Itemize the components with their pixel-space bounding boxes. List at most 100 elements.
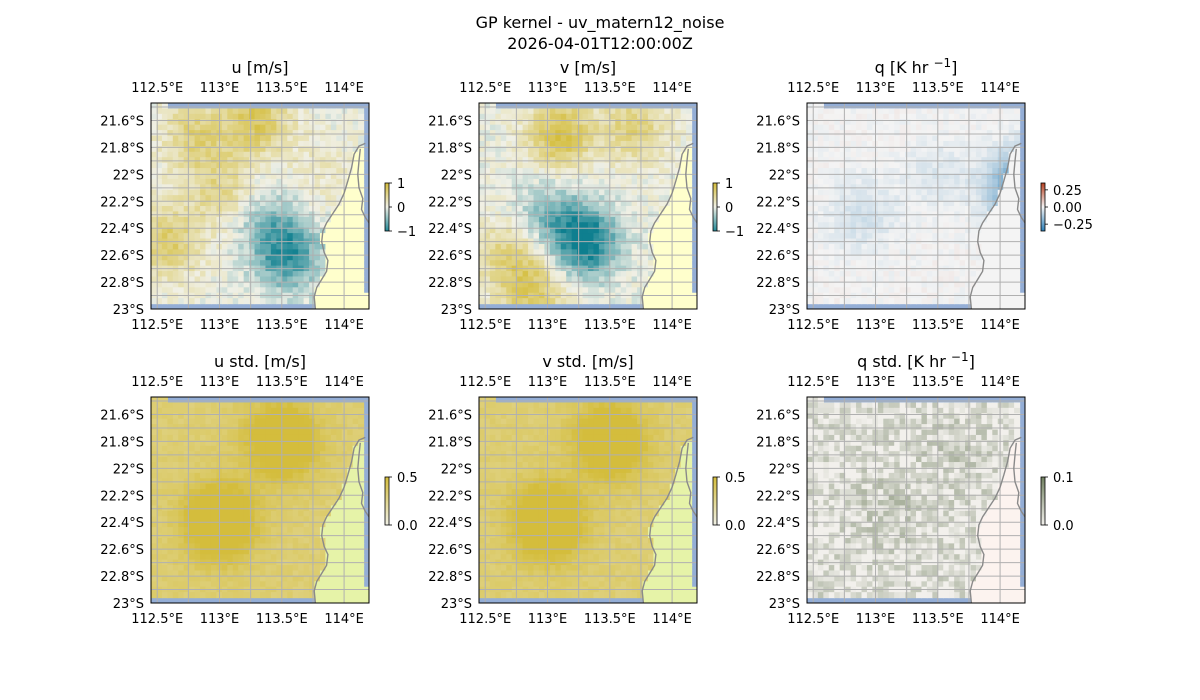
heatmap-cell: [992, 119, 999, 126]
heatmap-cell: [1014, 281, 1021, 288]
heatmap-cell: [270, 287, 277, 294]
heatmap-cell: [555, 287, 562, 294]
heatmap-cell: [620, 119, 627, 126]
heatmap-cell: [839, 195, 846, 202]
heatmap-cell: [637, 140, 644, 147]
heatmap-cell: [161, 397, 168, 404]
heatmap-cell: [489, 119, 496, 126]
heatmap-cell: [270, 271, 277, 278]
heatmap-cell: [479, 108, 486, 115]
heatmap-cell: [970, 260, 977, 267]
heatmap-cell: [194, 418, 201, 425]
heatmap-cell: [292, 467, 299, 474]
heatmap-cell: [194, 135, 201, 142]
heatmap-cell: [238, 462, 245, 469]
heatmap-cell: [270, 157, 277, 164]
heatmap-cell: [309, 254, 316, 261]
heatmap-cell: [151, 135, 158, 142]
heatmap-cell: [511, 227, 518, 234]
heatmap-cell: [555, 206, 562, 213]
heatmap-cell: [560, 108, 567, 115]
heatmap-cell: [298, 467, 305, 474]
heatmap-cell: [986, 178, 993, 185]
heatmap-cell: [609, 135, 616, 142]
heatmap-cell: [675, 130, 682, 137]
heatmap-cell: [341, 146, 348, 153]
heatmap-cell: [555, 243, 562, 250]
heatmap-cell: [161, 434, 168, 441]
heatmap-cell: [292, 462, 299, 469]
heatmap-cell: [888, 298, 895, 305]
heatmap-cell: [276, 157, 283, 164]
heatmap-cell: [834, 178, 841, 185]
heatmap-cell: [828, 119, 835, 126]
heatmap-cell: [506, 243, 513, 250]
heatmap-cell: [615, 287, 622, 294]
heatmap-cell: [227, 276, 234, 283]
heatmap-cell: [588, 195, 595, 202]
heatmap-cell: [653, 157, 660, 164]
heatmap-cell: [588, 276, 595, 283]
heatmap-cell: [194, 124, 201, 131]
heatmap-cell: [653, 281, 660, 288]
heatmap-cell: [243, 216, 250, 223]
heatmap-cell: [265, 467, 272, 474]
heatmap-cell: [167, 276, 174, 283]
heatmap-cell: [517, 271, 524, 278]
heatmap-cell: [319, 424, 326, 431]
heatmap-cell: [167, 195, 174, 202]
heatmap-cell: [647, 260, 654, 267]
heatmap-cell: [309, 462, 316, 469]
heatmap-cell: [347, 162, 354, 169]
heatmap-cell: [1014, 216, 1021, 223]
lon-tick-label-bottom: 113°E: [856, 318, 896, 333]
heatmap-cell: [593, 200, 600, 207]
heatmap-cell: [823, 108, 830, 115]
heatmap-cell: [156, 434, 163, 441]
heatmap-cell: [883, 178, 890, 185]
heatmap-cell: [686, 271, 693, 278]
heatmap-cell: [517, 200, 524, 207]
heatmap-cell: [866, 189, 873, 196]
heatmap-cell: [167, 260, 174, 267]
heatmap-cell: [845, 281, 852, 288]
heatmap-cell: [178, 281, 185, 288]
heatmap-cell: [210, 108, 217, 115]
heatmap-cell: [325, 222, 332, 229]
heatmap-cell: [910, 287, 917, 294]
heatmap-cell: [555, 195, 562, 202]
heatmap-cell: [588, 287, 595, 294]
heatmap-cell: [161, 424, 168, 431]
heatmap-cell: [232, 140, 239, 147]
heatmap-cell: [232, 206, 239, 213]
heatmap-cell: [959, 233, 966, 240]
heatmap-cell: [200, 462, 207, 469]
heatmap-cell: [151, 216, 158, 223]
heatmap-cell: [287, 157, 294, 164]
heatmap-cell: [270, 227, 277, 234]
heatmap-cell: [538, 146, 545, 153]
heatmap-cell: [593, 206, 600, 213]
heatmap-cell: [260, 119, 267, 126]
lon-tick-label-bottom: 114°E: [324, 318, 364, 333]
heatmap-cell: [243, 281, 250, 288]
heatmap-cell: [877, 189, 884, 196]
heatmap-cell: [200, 243, 207, 250]
heatmap-cell: [823, 206, 830, 213]
heatmap-cell: [260, 467, 267, 474]
heatmap-cell: [680, 146, 687, 153]
heatmap-cell: [517, 113, 524, 120]
heatmap-cell: [932, 276, 939, 283]
heatmap-cell: [861, 195, 868, 202]
heatmap-cell: [932, 227, 939, 234]
heatmap-cell: [817, 227, 824, 234]
heatmap-cell: [845, 249, 852, 256]
heatmap-cell: [637, 119, 644, 126]
heatmap-cell: [319, 402, 326, 409]
heatmap-cell: [571, 135, 578, 142]
heatmap-cell: [227, 429, 234, 436]
heatmap-cell: [1008, 195, 1015, 202]
heatmap-cell: [560, 189, 567, 196]
heatmap-cell: [200, 418, 207, 425]
lon-tick-label-bottom: 114°E: [980, 318, 1020, 333]
